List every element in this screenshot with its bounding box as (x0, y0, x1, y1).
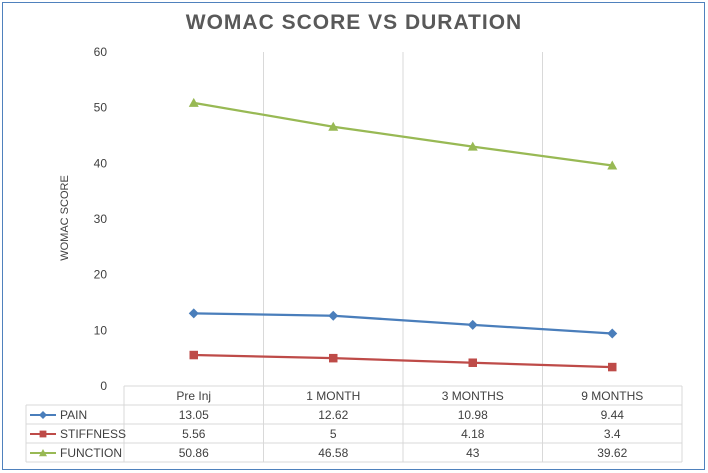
series-line-pain (193, 312, 613, 335)
table-value-cell: 39.62 (597, 446, 627, 460)
legend-key-marker (39, 430, 47, 438)
series-lines (188, 97, 618, 372)
data-point-stiffness (608, 362, 617, 372)
table-value-cell: 50.86 (179, 446, 209, 460)
data-point-pain (607, 328, 618, 339)
legend-key-marker (39, 449, 47, 457)
data-point-pain (467, 319, 478, 330)
table-value-cell: 3.4 (604, 427, 621, 441)
x-category-label: 9 MONTHS (581, 389, 643, 403)
y-tick-label: 50 (94, 101, 108, 115)
y-tick-label: 0 (100, 379, 107, 393)
y-tick-label: 30 (94, 212, 108, 226)
data-point-stiffness (329, 353, 338, 363)
table-value-cell: 4.18 (461, 427, 485, 441)
table-value-cell: 9.44 (601, 408, 625, 422)
y-axis-ticks: 0 10 20 30 40 50 60 (94, 45, 108, 393)
table-value-cell: 13.05 (179, 408, 209, 422)
x-category-label: 3 MONTHS (442, 389, 504, 403)
y-tick-label: 10 (94, 323, 108, 337)
data-table: Pre Inj 1 MONTH 3 MONTHS 9 MONTHS PAIN 13.05 1… (25, 385, 683, 463)
series-line-stiffness (193, 353, 613, 369)
legend-key-marker (39, 411, 47, 419)
table-value-cell: 43 (466, 446, 480, 460)
gridlines (263, 52, 543, 386)
data-point-function (467, 141, 478, 151)
y-tick-label: 60 (94, 45, 108, 59)
data-point-function (607, 160, 618, 170)
data-point-function (188, 97, 199, 107)
chart-title: WOMAC SCORE VS DURATION (186, 11, 522, 34)
data-point-pain (188, 308, 199, 319)
data-point-stiffness (468, 358, 477, 367)
legend-label: STIFFNESS (60, 427, 126, 441)
table-value-cell: 5.56 (182, 427, 206, 441)
series-line-function (193, 101, 613, 167)
table-value-cell: 46.58 (318, 446, 348, 460)
data-point-pain (328, 310, 339, 321)
legend-label: FUNCTION (60, 446, 122, 460)
table-value-cell: 5 (330, 427, 337, 441)
y-tick-label: 20 (94, 268, 108, 282)
data-point-function (328, 121, 339, 131)
legend-label: PAIN (60, 408, 87, 422)
y-axis-label: WOMAC SCORE (59, 175, 71, 261)
x-category-label: 1 MONTH (306, 389, 360, 403)
y-tick-label: 40 (94, 156, 108, 170)
table-value-cell: 12.62 (318, 408, 348, 422)
x-category-label: Pre Inj (176, 389, 211, 403)
data-point-stiffness (189, 350, 198, 360)
table-value-cell: 10.98 (458, 408, 488, 422)
